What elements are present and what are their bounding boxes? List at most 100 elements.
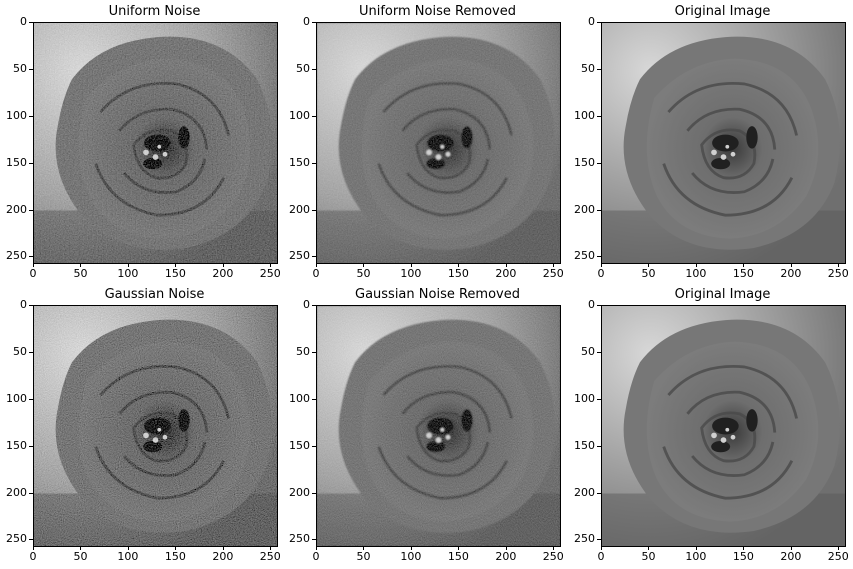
x-tick-label: 200 (212, 267, 234, 280)
panel-title: Gaussian Noise (104, 287, 205, 302)
x-tick-mark (80, 263, 82, 267)
x-tick-label: 100 (117, 550, 139, 563)
x-tick-mark (743, 263, 745, 267)
x-tick-label: 200 (780, 550, 802, 563)
x-tick-label: 50 (356, 267, 371, 280)
y-tick-mark (312, 445, 316, 447)
y-tick-mark (29, 445, 33, 447)
y-tick-mark (597, 398, 601, 400)
y-tick-label: 150 (6, 155, 27, 169)
y-tick-mark (597, 539, 601, 541)
y-tick-label: 50 (581, 61, 595, 75)
y-tick-mark (312, 305, 316, 306)
y-tick-label: 0 (20, 15, 27, 28)
y-tick-label: 0 (588, 15, 595, 28)
x-tick-label: 50 (641, 550, 656, 563)
x-tick-mark (648, 546, 650, 550)
y-tick-label: 250 (289, 532, 310, 546)
y-tick-mark (312, 398, 316, 400)
y-tick-label: 100 (6, 108, 27, 122)
x-tick-mark (743, 546, 745, 550)
x-tick-label: 100 (685, 267, 707, 280)
x-tick-mark (410, 546, 412, 550)
panel-title: Gaussian Noise Removed (355, 287, 520, 302)
y-tick-mark (29, 162, 33, 164)
y-tick-label: 100 (574, 391, 595, 405)
x-tick-label: 150 (732, 550, 754, 563)
y-tick-mark (597, 492, 601, 494)
x-tick-mark (695, 263, 697, 267)
y-tick-mark (312, 162, 316, 164)
y-tick-label: 50 (296, 61, 310, 75)
x-tick-label: 50 (641, 267, 656, 280)
y-tick-label: 50 (13, 61, 27, 75)
y-tick-mark (597, 305, 601, 306)
x-tick-label: 0 (29, 267, 37, 280)
y-tick-mark (597, 256, 601, 258)
y-tick-label: 150 (574, 155, 595, 169)
image-panel (601, 22, 846, 264)
x-tick-label: 100 (685, 550, 707, 563)
y-tick-label: 50 (296, 344, 310, 358)
x-tick-mark (838, 263, 840, 267)
x-tick-mark (175, 263, 177, 267)
x-tick-label: 200 (495, 550, 517, 563)
x-tick-label: 50 (73, 267, 88, 280)
x-tick-label: 100 (117, 267, 139, 280)
x-tick-mark (222, 546, 224, 550)
y-tick-mark (597, 209, 601, 211)
x-tick-mark (553, 263, 555, 267)
y-tick-label: 150 (289, 438, 310, 452)
y-tick-mark (597, 445, 601, 447)
image-panel (601, 305, 846, 547)
x-tick-label: 250 (259, 550, 281, 563)
x-tick-label: 200 (212, 550, 234, 563)
x-tick-label: 200 (780, 267, 802, 280)
x-tick-mark (127, 263, 129, 267)
x-tick-mark (363, 263, 365, 267)
x-tick-label: 200 (495, 267, 517, 280)
y-tick-mark (29, 209, 33, 211)
y-tick-mark (312, 22, 316, 23)
y-tick-mark (597, 162, 601, 164)
y-tick-label: 200 (6, 485, 27, 499)
y-tick-mark (29, 492, 33, 494)
x-tick-label: 150 (164, 550, 186, 563)
y-tick-mark (312, 209, 316, 211)
y-tick-label: 0 (303, 15, 310, 28)
x-tick-mark (222, 263, 224, 267)
y-tick-label: 0 (20, 298, 27, 311)
x-tick-mark (33, 546, 34, 550)
y-tick-mark (312, 115, 316, 117)
y-tick-mark (29, 256, 33, 258)
x-tick-mark (790, 263, 792, 267)
panel-title: Uniform Noise (108, 4, 201, 19)
x-tick-mark (270, 263, 272, 267)
y-tick-label: 250 (574, 249, 595, 263)
x-tick-mark (790, 546, 792, 550)
y-tick-label: 200 (574, 485, 595, 499)
y-tick-mark (312, 68, 316, 70)
x-tick-label: 100 (400, 550, 422, 563)
y-tick-mark (597, 115, 601, 117)
y-tick-mark (29, 22, 33, 23)
x-tick-label: 0 (312, 267, 320, 280)
x-tick-mark (80, 546, 82, 550)
x-tick-label: 50 (73, 550, 88, 563)
x-tick-mark (505, 263, 507, 267)
y-tick-mark (29, 115, 33, 117)
x-tick-mark (316, 263, 317, 267)
x-tick-label: 250 (542, 550, 564, 563)
image-panel (33, 305, 278, 547)
y-tick-label: 200 (574, 202, 595, 216)
x-tick-mark (505, 546, 507, 550)
image-panel (33, 22, 278, 264)
x-tick-mark (648, 263, 650, 267)
y-tick-label: 250 (6, 532, 27, 546)
y-tick-mark (29, 539, 33, 541)
x-tick-label: 0 (312, 550, 320, 563)
x-tick-mark (601, 263, 602, 267)
y-tick-label: 100 (574, 108, 595, 122)
y-tick-label: 100 (6, 391, 27, 405)
y-tick-mark (312, 539, 316, 541)
